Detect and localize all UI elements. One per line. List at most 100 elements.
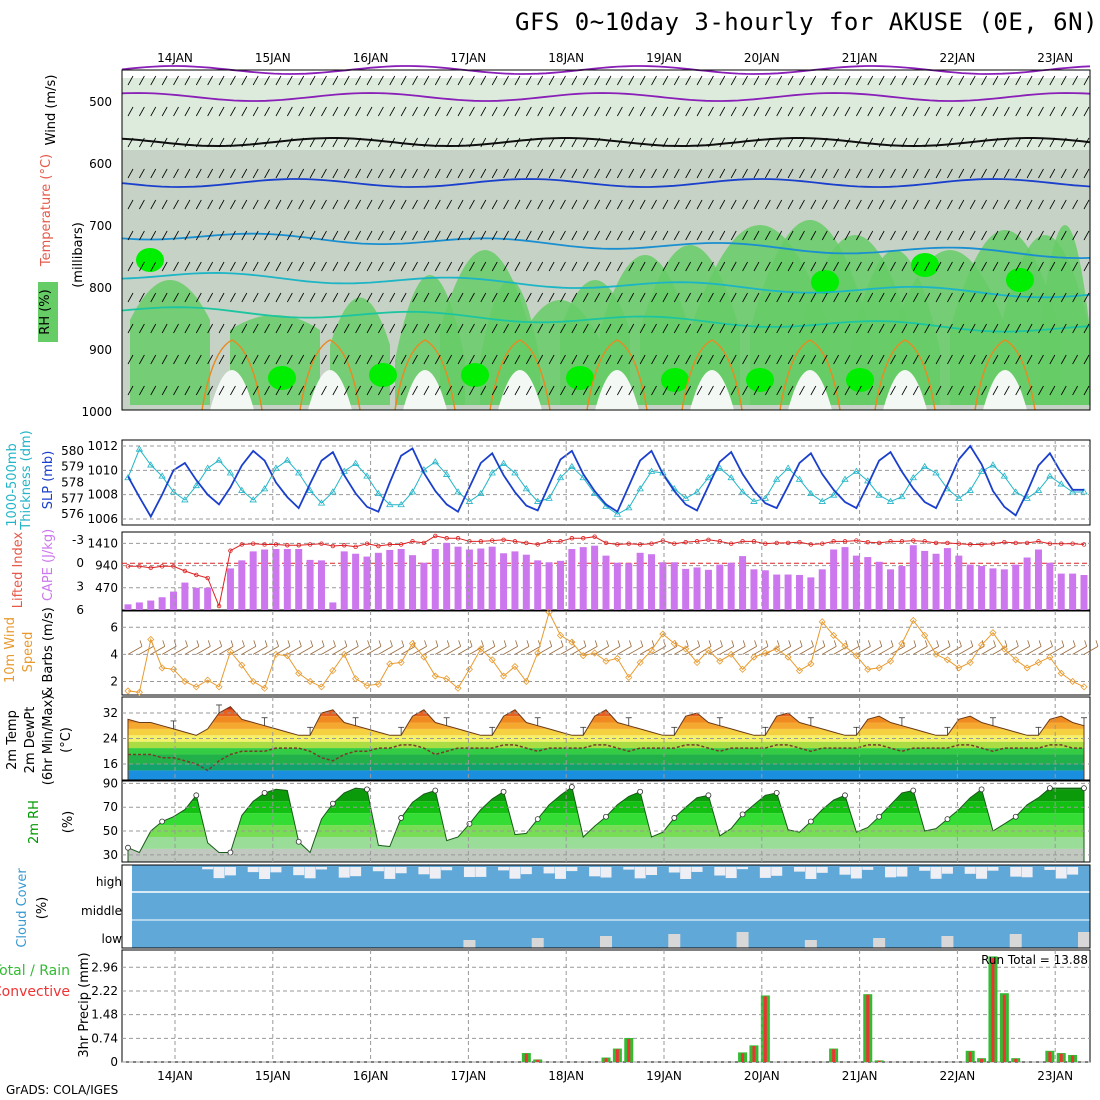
wind10-barb-flag — [378, 640, 382, 647]
wind-barb — [708, 261, 714, 272]
wind10-barb-flag — [776, 640, 780, 647]
wind-barb — [662, 106, 669, 117]
thickness-point — [1080, 488, 1088, 495]
thickness-point — [488, 469, 496, 476]
rh2m-point — [1046, 785, 1053, 792]
cape-bar — [591, 545, 599, 610]
cape-bar — [522, 554, 530, 610]
wind-barb — [173, 292, 179, 303]
wind-barb — [742, 168, 748, 179]
date-label-top: 22JAN — [940, 51, 976, 65]
wind-barb — [878, 354, 885, 365]
wind-barb — [434, 292, 441, 303]
wind-barb — [514, 168, 521, 179]
wind-barb — [127, 385, 134, 396]
wind-barb — [139, 385, 145, 396]
wind-barb — [1015, 261, 1022, 272]
wind10-barb-flag — [1027, 640, 1031, 647]
wind10-barb — [412, 646, 427, 655]
wind-barb — [787, 75, 794, 86]
thickness-point — [909, 473, 917, 481]
wind-barb — [605, 168, 612, 179]
wind10-barb-flag — [890, 640, 894, 647]
precip-conv-legend: Convective — [0, 984, 70, 1000]
li-point — [194, 572, 199, 578]
cloud-gap-high — [520, 867, 532, 875]
wind-speed-point — [465, 665, 473, 673]
wind-barb — [343, 385, 350, 396]
wind-speed-point — [636, 658, 644, 667]
wind-barb — [787, 292, 794, 303]
wind-barb — [992, 106, 999, 117]
rh-shade-saturated — [911, 253, 939, 277]
wind-barb — [742, 106, 748, 117]
wind-speed-point — [124, 687, 132, 695]
wind-barb — [139, 106, 145, 117]
wind-barb — [1049, 230, 1056, 241]
thickness-point — [625, 504, 633, 511]
wind-barb — [582, 137, 589, 148]
wind-barb — [434, 199, 441, 210]
wind-barb — [764, 354, 771, 365]
wind-barb — [856, 75, 862, 86]
wind-barb — [446, 385, 453, 396]
wind-barb — [582, 261, 589, 272]
wind-barb — [1026, 106, 1033, 117]
li-point — [615, 542, 620, 547]
temp-band — [128, 706, 1084, 710]
cloud-fill-low — [736, 932, 749, 948]
wind10-barb — [173, 646, 188, 655]
wind-barb — [1049, 168, 1056, 179]
temp-tick-label: 32 — [103, 706, 118, 720]
wind-barb — [1060, 168, 1067, 179]
wind-barb — [264, 323, 270, 334]
wind-barb — [981, 168, 987, 179]
wind-barb — [343, 137, 350, 148]
thickness-point — [249, 496, 257, 503]
wind-barb — [708, 292, 714, 303]
li-point — [444, 536, 449, 541]
rh2m-point — [466, 820, 473, 827]
rh-shade-moist — [230, 315, 320, 405]
li-point — [1059, 541, 1064, 546]
wind10-barb-flag — [1084, 640, 1087, 647]
li-point — [387, 542, 392, 547]
wind-barb — [275, 292, 282, 303]
wind-barb — [582, 168, 589, 179]
cape-bar — [978, 566, 986, 610]
wind-barb — [1026, 323, 1033, 334]
wind-barb — [947, 137, 953, 148]
wind-barb — [434, 354, 441, 365]
wind-barb — [753, 354, 760, 365]
thickness-point — [704, 473, 713, 481]
wind-barb — [878, 230, 885, 241]
li-point — [455, 536, 461, 541]
thickness-point — [556, 473, 565, 481]
cloud-gap-high — [816, 867, 828, 873]
wind-barb — [309, 137, 316, 148]
wind-barb — [230, 354, 236, 365]
wind-barb — [412, 385, 418, 396]
wind-barb — [708, 230, 714, 241]
wind-barb — [423, 292, 430, 303]
wind-barb — [651, 261, 657, 272]
wind-barb — [423, 230, 430, 241]
wind-barb — [469, 354, 475, 365]
cape-bar — [386, 549, 394, 610]
wind-barb — [412, 323, 418, 334]
wind10-barb — [913, 646, 928, 655]
wind10-barb — [878, 646, 894, 655]
thickness-point — [693, 488, 701, 495]
pressure-axis-label: (millibars) — [71, 222, 86, 288]
wind10-barb-flag — [685, 640, 689, 647]
wind-barb — [514, 261, 521, 272]
precip-axis-label: 3hr Precip (mm) — [77, 952, 92, 1057]
wind10-barb-flag — [401, 640, 405, 647]
precip-conv-bar — [615, 1049, 619, 1062]
wind10-barb-flag — [560, 640, 564, 647]
wind-barb — [639, 323, 646, 334]
wind-barb — [321, 354, 327, 365]
wind-barb — [537, 106, 544, 117]
wind-barb — [230, 385, 236, 396]
li-point — [751, 539, 757, 544]
